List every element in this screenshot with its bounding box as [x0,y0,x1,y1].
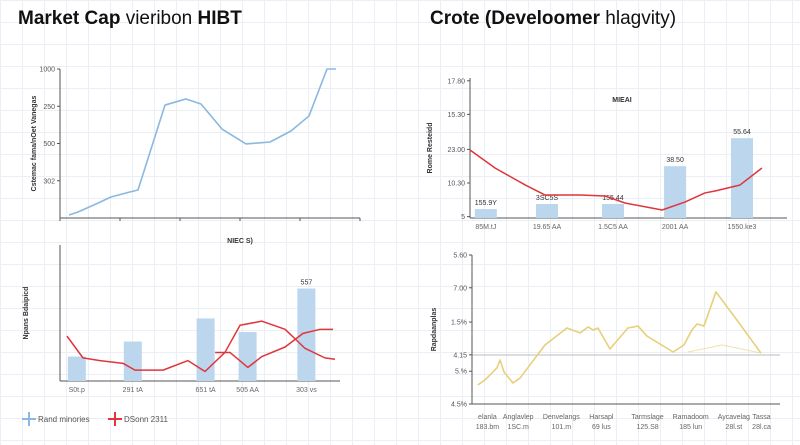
title-part: Market Cap [18,8,121,29]
x-tick-label: 505 AA [236,387,259,394]
x-tick-label: Ramadoom [673,414,709,421]
x-tick-label: S0t.p [69,387,85,394]
x-tick-label: 101.m [552,424,572,431]
x-tick-label: 1SC.m [507,424,529,431]
y-tick-label: 17.80 [447,78,465,85]
x-tick-label: 85M.tJ [475,224,496,231]
legend-label: Rand minories [38,415,90,424]
bar [123,341,142,381]
title-market-cap: Market Cap vieribon HIBT [18,8,242,30]
bar [536,204,559,218]
y-tick-label: 302 [43,178,55,185]
y-axis-label: Rome Resteidd [427,123,434,174]
bar [474,209,497,218]
x-tick-label: 183.bm [476,424,500,431]
x-tick-label: Tassa [752,414,770,421]
x-tick-label: 1.5C5 AA [598,224,628,231]
title-part: Crote (Develoomer [430,8,600,29]
bar-label: 155.9Y [475,200,498,207]
x-tick-label: 185 lun [679,424,702,431]
y-tick-label: 5.% [455,369,467,376]
title-part: HIBT [197,8,242,29]
x-tick-label: Denvelangs [543,414,580,421]
bar [196,318,215,381]
x-tick-label: Harsapl [589,414,614,421]
y-tick-label: 500 [43,141,55,148]
chart-title: MIEAI [612,97,632,104]
y-tick-label: 1000 [39,67,55,74]
series-line-main [477,291,762,386]
y-tick-label: 7.00 [453,285,467,292]
x-tick-label: 28l.st [725,424,742,431]
y-tick-label: 23.00 [447,147,465,154]
bar [730,138,753,218]
x-tick-label: Anglavlep [503,414,534,421]
chart-title: NIEC S) [227,238,253,245]
x-tick-label: elanla [478,414,497,421]
bar-label: 38.50 [666,157,684,164]
bar [664,166,687,218]
y-tick-label: 4.15 [453,352,467,359]
x-tick-label: Aycavelag [718,414,750,421]
bar [297,288,316,381]
series-line-dsonn-2311 [215,328,333,369]
y-tick-label: 4.5% [451,402,467,409]
y-tick-label: 5 [461,214,465,221]
y-tick-label: 1.5% [451,320,467,327]
series-line-secondary [687,344,762,354]
y-tick-label: 250 [43,104,55,111]
x-tick-label: 69 lus [592,424,611,431]
x-tick-label: 291 tA [123,387,144,394]
x-tick-label: Tarmslage [631,414,663,421]
x-tick-label: 19.65 AA [533,224,562,231]
bar-label: 557 [301,280,313,287]
y-tick-label: 15.30 [447,112,465,119]
legend-cross-icon [22,412,36,426]
series-line-rand-minories-line [66,320,336,373]
bar [601,204,624,218]
y-tick-label: 5.60 [453,253,467,260]
x-tick-label: 125.S8 [636,424,658,431]
series-line-market-cap [68,68,336,216]
y-axis-label: Npans Bdaipicd [23,287,30,340]
x-tick-label: 651 tA [195,387,216,394]
bar-label: 55.64 [733,129,751,136]
legend-label: DSonn 2311 [124,415,168,424]
bar [238,332,257,381]
title-developer-activity: Crote (Develoomer hlagvity) [430,8,676,30]
title-part: vieribon [125,8,193,29]
bar-label: 3SC5S [536,195,559,202]
x-tick-label: 2001 AA [662,224,689,231]
title-part: hlagvity) [605,8,677,29]
legend-cross-icon [108,412,122,426]
y-axis-label: Rapdaanplas [431,308,438,352]
y-axis-label: Cstemac fama/nOet Vanegas [31,96,38,192]
bar [67,356,86,381]
y-tick-label: 10.30 [447,181,465,188]
x-tick-label: 28l.ca [752,424,771,431]
series-line-trend [469,149,763,211]
x-tick-label: 1550.ke3 [728,224,757,231]
x-tick-label: 303 vs [296,387,317,394]
